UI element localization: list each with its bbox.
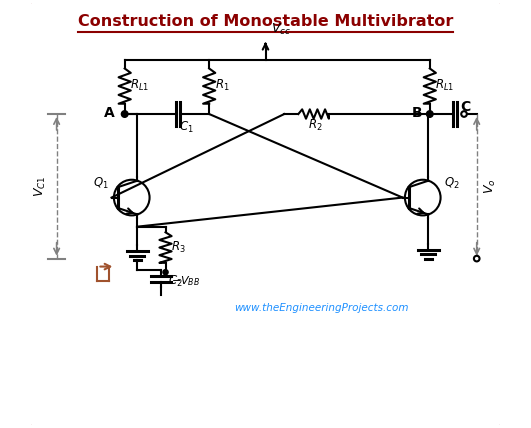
Text: B: B — [412, 106, 423, 120]
Circle shape — [426, 111, 433, 117]
Text: $R_1$: $R_1$ — [215, 78, 229, 93]
Text: $R_{L1}$: $R_{L1}$ — [435, 78, 455, 93]
Text: $R_3$: $R_3$ — [171, 240, 186, 256]
Text: $-V_{BB}$: $-V_{BB}$ — [171, 274, 200, 288]
Text: $R_2$: $R_2$ — [308, 118, 322, 133]
Text: $C_2$: $C_2$ — [168, 274, 183, 289]
Text: $V_{cc}$: $V_{cc}$ — [271, 22, 291, 37]
Text: $R_{L1}$: $R_{L1}$ — [130, 78, 150, 93]
Circle shape — [122, 111, 128, 117]
Text: $V_{C1}$: $V_{C1}$ — [32, 175, 48, 197]
FancyBboxPatch shape — [29, 0, 502, 428]
Text: $C_1$: $C_1$ — [178, 119, 193, 135]
Text: www.theEngineeringProjects.com: www.theEngineeringProjects.com — [235, 303, 409, 313]
Circle shape — [163, 270, 168, 275]
Text: Construction of Monostable Multivibrator: Construction of Monostable Multivibrator — [78, 14, 453, 29]
Text: $V_o$: $V_o$ — [483, 178, 499, 194]
Text: C: C — [460, 100, 470, 114]
Text: $Q_1$: $Q_1$ — [93, 176, 108, 191]
Text: A: A — [104, 106, 114, 120]
Text: $Q_2$: $Q_2$ — [444, 176, 460, 191]
